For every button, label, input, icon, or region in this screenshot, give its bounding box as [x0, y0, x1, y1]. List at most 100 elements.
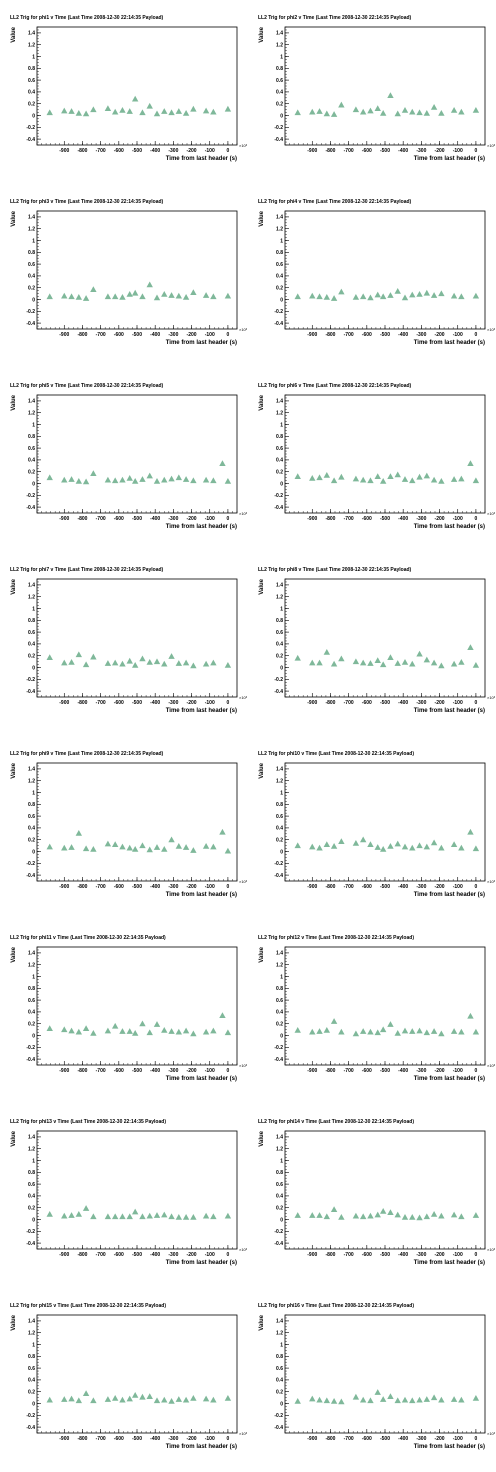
- x-tick-label: -800: [77, 148, 87, 154]
- data-point: [161, 476, 168, 483]
- y-tick-label: 0.8: [28, 618, 35, 624]
- data-point: [104, 1396, 112, 1402]
- y-tick-label: -0.4: [274, 1057, 283, 1063]
- data-point: [374, 1211, 381, 1218]
- data-point: [338, 1213, 345, 1220]
- chart-title: LL2 Trig for phi6 v Time (Last Time 2008…: [258, 383, 412, 389]
- data-point: [90, 1397, 97, 1404]
- data-point: [387, 292, 394, 298]
- y-axis-label: Value: [259, 1314, 265, 1330]
- x-tick-label: -800: [325, 700, 335, 706]
- data-point: [316, 293, 323, 300]
- data-point: [458, 1028, 465, 1035]
- x-tick-label: -700: [96, 1436, 106, 1442]
- data-point: [379, 1396, 387, 1402]
- data-point: [309, 108, 316, 115]
- data-point: [153, 1021, 161, 1027]
- y-tick-label: 0.6: [276, 446, 283, 452]
- data-point: [146, 658, 153, 665]
- x-tick-label: -600: [114, 332, 124, 338]
- y-tick-label: 0.2: [28, 838, 35, 844]
- y-tick-label: 0.6: [28, 1366, 35, 1372]
- x-tick-label: -500: [132, 1436, 142, 1442]
- data-point: [139, 1020, 146, 1027]
- data-point: [111, 477, 119, 484]
- data-point: [387, 473, 394, 479]
- x-axis-multiplier: ×10³: [487, 1431, 496, 1436]
- chart-panel: LL2 Trig for phi7 v Time (Last Time 2008…: [0, 552, 248, 736]
- data-point: [409, 1213, 416, 1220]
- x-axis-label: Time from last header (s): [166, 156, 237, 162]
- data-point: [161, 1396, 168, 1403]
- data-point: [409, 291, 416, 298]
- data-point: [104, 1027, 112, 1034]
- data-point: [394, 840, 401, 847]
- data-point: [401, 658, 409, 665]
- data-point: [119, 1396, 126, 1403]
- y-tick-label: 0.4: [276, 1378, 283, 1384]
- y-tick-label: 0.4: [28, 458, 35, 464]
- data-point: [175, 108, 183, 114]
- data-point: [202, 1212, 210, 1219]
- data-point: [367, 294, 374, 301]
- chart-plot: -0.4 -0.2 0 0.2 0.4 0.6 0.8 1 1.2 1.4 -900 -800 -700…: [11, 1314, 248, 1450]
- data-point: [146, 472, 153, 479]
- data-point: [379, 1208, 387, 1214]
- y-tick-label: 0.2: [276, 654, 283, 660]
- chart-panel: LL2 Trig for phi4 v Time (Last Time 2008…: [248, 184, 496, 368]
- data-point: [294, 1397, 301, 1404]
- x-tick-label: -500: [132, 332, 142, 338]
- x-tick-label: -300: [168, 700, 178, 706]
- data-point: [139, 1213, 146, 1220]
- x-axis-multiplier: ×10³: [239, 511, 248, 516]
- chart-panel: LL2 Trig for phi12 v Time (Last Time 200…: [248, 920, 496, 1104]
- y-tick-label: 0: [280, 113, 283, 119]
- data-point: [367, 1212, 374, 1219]
- data-point: [352, 293, 360, 300]
- chart-plot: -0.4 -0.2 0 0.2 0.4 0.6 0.8 1 1.2 1.4 -900 -800 -700…: [259, 1130, 496, 1266]
- data-point: [139, 842, 146, 849]
- y-tick-label: 1: [32, 974, 35, 980]
- y-tick-label: 0: [280, 481, 283, 487]
- x-tick-label: -300: [416, 884, 426, 890]
- x-tick-label: -700: [96, 1068, 106, 1074]
- chart-plot: -0.4 -0.2 0 0.2 0.4 0.6 0.8 1 1.2 1.4 -900 -800 -700…: [11, 394, 248, 530]
- data-point: [161, 1211, 168, 1218]
- x-tick-label: -100: [453, 884, 463, 890]
- x-tick-label: -100: [453, 1252, 463, 1258]
- x-axis-multiplier: ×10³: [487, 879, 496, 884]
- y-tick-label: 0.8: [28, 250, 35, 256]
- y-tick-label: 1.4: [28, 1135, 35, 1141]
- y-tick-label: 1.2: [276, 779, 283, 785]
- x-tick-label: -100: [453, 148, 463, 154]
- data-point: [374, 1389, 381, 1395]
- x-axis-multiplier: ×10³: [487, 695, 496, 700]
- y-tick-label: 1.2: [276, 1147, 283, 1153]
- y-tick-label: 0.4: [276, 642, 283, 648]
- data-point: [352, 106, 360, 113]
- data-point: [352, 1393, 360, 1400]
- x-tick-label: -600: [362, 884, 372, 890]
- y-tick-label: 1: [32, 1158, 35, 1164]
- data-point: [316, 659, 323, 666]
- y-tick-label: 1.2: [276, 411, 283, 417]
- data-point: [416, 290, 423, 297]
- data-point: [438, 477, 445, 484]
- data-point: [61, 107, 68, 114]
- data-point: [161, 1026, 168, 1033]
- x-tick-label: -700: [344, 148, 354, 154]
- x-tick-label: -600: [362, 1436, 372, 1442]
- data-point: [111, 841, 119, 847]
- data-point: [139, 109, 146, 116]
- x-tick-label: -500: [380, 148, 390, 154]
- x-tick-label: -900: [59, 332, 69, 338]
- x-tick-label: -600: [114, 884, 124, 890]
- data-point: [104, 1213, 112, 1220]
- data-point: [374, 657, 381, 663]
- data-point: [46, 109, 53, 116]
- data-point: [352, 1030, 360, 1037]
- x-tick-label: -200: [435, 700, 445, 706]
- x-tick-label: -400: [398, 332, 408, 338]
- y-tick-label: 0.6: [276, 998, 283, 1004]
- y-tick-label: 0: [280, 1217, 283, 1223]
